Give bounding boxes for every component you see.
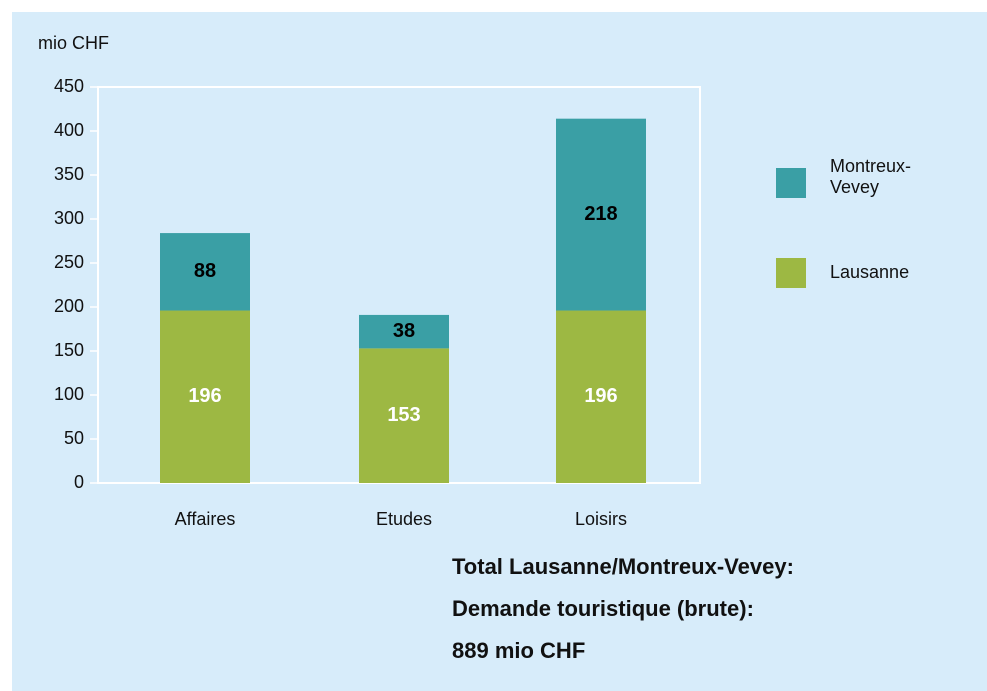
legend-label: Lausanne [830, 262, 910, 282]
bar-segment [359, 348, 449, 483]
y-tick-label: 100 [54, 384, 84, 404]
y-tick-label: 150 [54, 340, 84, 360]
value-label: 196 [188, 385, 221, 407]
annotation: Total Lausanne/Montreux-Vevey: [452, 554, 794, 579]
annotation: 889 mio CHF [452, 638, 585, 663]
y-axis-label: mio CHF [38, 33, 109, 53]
value-label: 38 [393, 320, 415, 342]
y-tick-label: 50 [64, 428, 84, 448]
y-tick-label: 200 [54, 296, 84, 316]
bar-segment [160, 233, 250, 311]
y-tick-label: 300 [54, 208, 84, 228]
legend-label: Montreux-Vevey [830, 156, 912, 197]
x-tick-label: Etudes [376, 509, 432, 529]
x-tick-label: Affaires [175, 509, 236, 529]
legend-swatch [776, 258, 806, 288]
y-tick-label: 450 [54, 76, 84, 96]
value-label: 218 [584, 203, 617, 225]
y-tick-label: 0 [74, 472, 84, 492]
y-tick-label: 400 [54, 120, 84, 140]
bar-segment [556, 118, 646, 311]
value-label: 196 [584, 385, 617, 407]
x-tick-label: Loisirs [575, 509, 627, 529]
bar-segment [359, 314, 449, 349]
y-tick-label: 350 [54, 164, 84, 184]
annotation: Demande touristique (brute): [452, 596, 754, 621]
y-tick-label: 250 [54, 252, 84, 272]
bar-segment [556, 310, 646, 483]
legend-swatch [776, 168, 806, 198]
bar-segment [160, 310, 250, 483]
value-label: 88 [194, 260, 216, 282]
value-label: 153 [387, 404, 420, 426]
